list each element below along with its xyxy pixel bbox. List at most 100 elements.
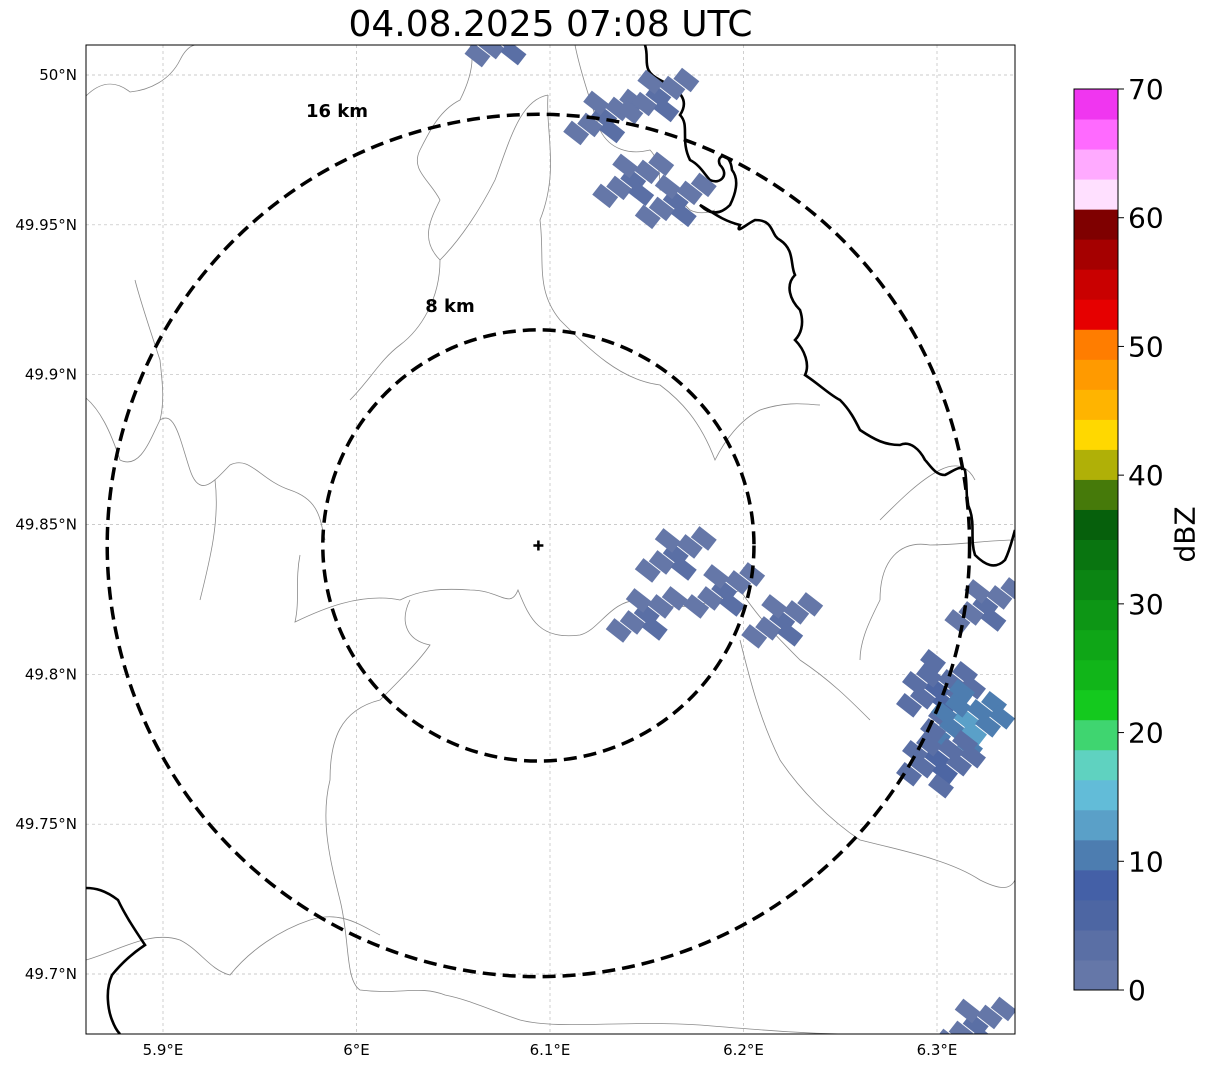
colorbar-tick-label: 70 <box>1128 73 1164 106</box>
echo-pixel <box>960 675 986 700</box>
colorbar-segment <box>1074 89 1118 120</box>
echo-pixel <box>797 592 824 617</box>
admin-boundary-15 <box>879 465 976 521</box>
map-frame <box>85 44 1016 1035</box>
colorbar-segment <box>1074 329 1118 360</box>
echo-pixel <box>676 534 703 559</box>
echo-pixel <box>719 592 746 617</box>
echo-pixel <box>634 558 661 583</box>
echo-pixel <box>946 751 972 777</box>
echo-pixel <box>654 528 681 553</box>
colorbar-segment <box>1074 689 1118 721</box>
admin-boundary-7 <box>439 94 549 261</box>
echo-pixel <box>648 550 675 575</box>
echo-pixel <box>634 204 661 230</box>
echo-pixel <box>628 181 655 207</box>
echo-pixel <box>690 172 717 198</box>
echo-pixel <box>949 678 976 704</box>
echo-pixel <box>902 671 928 696</box>
colorbar-segment <box>1074 599 1118 631</box>
radar-site-marker <box>533 540 544 551</box>
echo-north-3 <box>592 151 675 209</box>
echo-pixel <box>500 45 527 66</box>
echo-pixel <box>647 594 674 619</box>
ring-label-16km: 16 km <box>306 101 368 122</box>
lat-tick-label: 49.7°N <box>25 965 77 983</box>
colorbar-tick-label: 50 <box>1128 330 1164 363</box>
echo-pixel <box>690 526 717 551</box>
echo-pixel <box>970 1026 997 1034</box>
echo-pixel <box>683 594 710 619</box>
admin-boundary-14 <box>199 479 217 601</box>
gridlines <box>86 45 1015 1034</box>
admin-boundary-13 <box>134 279 164 421</box>
lon-tick-label: 6.3°E <box>917 1041 958 1059</box>
colorbar: 0 10 20 30 40 50 60 70 <box>1073 73 1164 1007</box>
colorbar-segment <box>1074 449 1118 480</box>
echo-pixel <box>670 202 697 228</box>
echo-pixel <box>648 196 675 222</box>
colorbar-segment <box>1074 359 1118 390</box>
admin-boundary-8 <box>859 539 1015 661</box>
colorbar-segment <box>1074 509 1118 540</box>
colorbar-tick-label: 40 <box>1128 459 1164 492</box>
lon-tick-label: 6.1°E <box>530 1041 571 1059</box>
map-background <box>86 45 1015 1034</box>
colorbar-segment <box>1074 119 1118 150</box>
echo-pixel <box>670 556 697 581</box>
admin-boundary-5 <box>349 45 473 401</box>
colorbar-segment <box>1074 929 1118 961</box>
echo-south-1 <box>934 996 1015 1034</box>
national-border-southwest <box>86 886 147 1034</box>
lon-tick-label: 6°E <box>343 1041 370 1059</box>
admin-boundary-9 <box>739 589 871 721</box>
colorbar-segment <box>1074 959 1118 991</box>
echo-pixel <box>478 45 505 60</box>
echo-center-3 <box>605 586 688 643</box>
colorbar-frame <box>1073 88 1119 991</box>
echo-pixel <box>932 691 958 716</box>
echo-pixel <box>485 13 511 38</box>
colorbar-segment <box>1074 389 1118 420</box>
colorbar-title: dBZ <box>1168 506 1202 563</box>
admin-boundary-6 <box>539 94 821 461</box>
colorbar-tick-label: 10 <box>1128 845 1164 878</box>
echo-pixel <box>1000 577 1015 602</box>
colorbar-segment <box>1074 719 1118 751</box>
admin-boundary-2 <box>86 397 326 541</box>
echo-pixel <box>976 1004 1003 1030</box>
colorbar-segment <box>1074 269 1118 300</box>
echo-pixel <box>945 692 972 718</box>
admin-boundary-4 <box>325 599 870 1034</box>
echo-pixel <box>654 174 681 200</box>
echo-pixel <box>464 45 491 68</box>
reflectivity-echoes <box>464 11 1015 1034</box>
echo-pixel <box>920 649 946 674</box>
admin-boundary-1 <box>86 45 196 97</box>
echo-pixel <box>634 159 661 185</box>
echo-pixel <box>725 570 752 595</box>
colorbar-segment <box>1074 419 1118 450</box>
echo-pixel <box>625 588 652 613</box>
echo-pixel <box>920 717 946 743</box>
echo-pixel <box>659 75 686 101</box>
colorbar-tick-label: 20 <box>1128 717 1164 750</box>
colorbar-tick-label: 60 <box>1128 202 1164 235</box>
echo-pixel <box>896 761 922 787</box>
echo-pixel <box>521 11 547 36</box>
lon-tick-label: 5.9°E <box>143 1041 184 1059</box>
colorbar-segment <box>1074 869 1118 901</box>
echo-pixel <box>990 996 1015 1022</box>
ring-label-8km: 8 km <box>425 296 475 317</box>
echo-pixel <box>605 618 632 643</box>
echo-se-4 <box>896 717 986 799</box>
colorbar-segment <box>1074 569 1118 601</box>
colorbar-segment <box>1074 779 1118 811</box>
echo-north-5 <box>634 172 717 230</box>
echo-pixel <box>932 759 958 785</box>
colorbar-segment <box>1074 179 1118 210</box>
echo-pixel <box>619 610 646 635</box>
colorbar-segment <box>1074 659 1118 691</box>
echo-pixel <box>592 183 619 209</box>
admin-boundary-11 <box>86 916 381 976</box>
